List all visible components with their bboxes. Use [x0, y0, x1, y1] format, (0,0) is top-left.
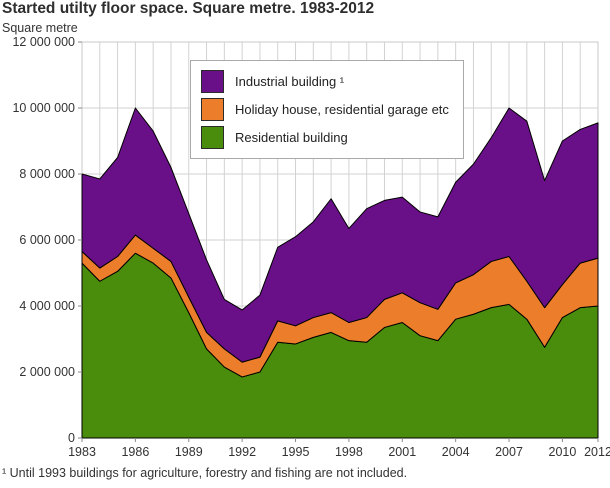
axes-and-ticks: 0 2 000 000 4 000 000 6 000 000 8 000 000 10 …	[12, 35, 610, 459]
stacked-areas	[81, 107, 599, 439]
x-tick-label: 1995	[282, 445, 310, 459]
y-tick-label: 6 000 000	[19, 233, 75, 247]
legend-swatch-residential	[201, 126, 224, 149]
legend: Industrial building ¹ Holiday house, res…	[190, 60, 464, 159]
footnote: ¹ Until 1993 buildings for agriculture, …	[2, 466, 408, 480]
legend-item-residential: Residential building	[201, 126, 453, 149]
y-tick-label: 4 000 000	[19, 299, 75, 313]
y-tick-label: 8 000 000	[19, 167, 75, 181]
legend-item-holiday: Holiday house, residential garage etc	[201, 98, 453, 121]
x-tick-label: 1992	[228, 445, 256, 459]
legend-label-residential: Residential building	[235, 130, 348, 145]
x-tick-label: 2001	[388, 445, 416, 459]
legend-label-holiday: Holiday house, residential garage etc	[235, 102, 449, 117]
legend-swatch-industrial	[201, 70, 224, 93]
y-tick-label: 12 000 000	[12, 35, 75, 49]
page-title: Started utilty floor space. Square metre…	[2, 0, 375, 17]
x-tick-label: 2007	[495, 445, 523, 459]
y-tick-label: 0	[68, 431, 75, 445]
x-tick-label: 1983	[68, 445, 96, 459]
x-tick-label: 2012	[584, 445, 610, 459]
legend-swatch-holiday	[201, 98, 224, 121]
area-industrial	[81, 107, 599, 363]
x-tick-label: 1989	[175, 445, 203, 459]
y-tick-label: 2 000 000	[19, 365, 75, 379]
y-tick-label: 10 000 000	[12, 101, 75, 115]
x-tick-label: 2004	[442, 445, 470, 459]
legend-label-industrial: Industrial building ¹	[235, 74, 345, 89]
x-tick-label: 1986	[121, 445, 149, 459]
legend-item-industrial: Industrial building ¹	[201, 70, 453, 93]
x-tick-label: 2010	[549, 445, 577, 459]
x-tick-label: 1998	[335, 445, 363, 459]
y-axis-unit-label: Square metre	[2, 21, 78, 35]
